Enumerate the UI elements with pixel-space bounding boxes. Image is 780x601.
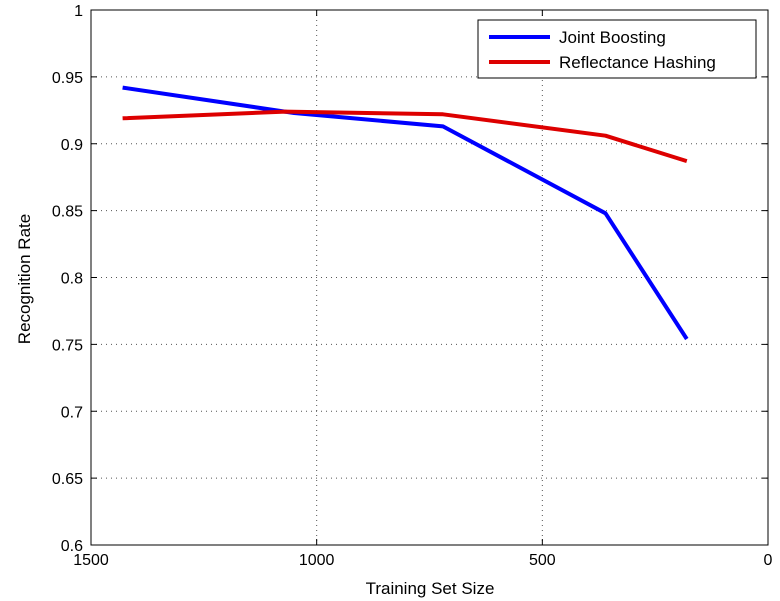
y-tick-labels: 0.6 0.65 0.7 0.75 0.8 0.85 0.9 0.95 1 bbox=[52, 3, 83, 555]
legend: Joint Boosting Reflectance Hashing bbox=[477, 19, 757, 79]
grid-lines bbox=[91, 10, 768, 545]
y-tick-label: 0.9 bbox=[61, 137, 83, 154]
x-tick-label: 1000 bbox=[299, 552, 335, 569]
axis-ticks bbox=[90, 9, 769, 546]
series-line-reflectance-hashing bbox=[122, 109, 688, 164]
series-line-joint-boosting bbox=[122, 85, 689, 341]
x-tick-labels: 1500 1000 500 0 bbox=[73, 552, 772, 569]
x-tick-label: 500 bbox=[529, 552, 556, 569]
y-tick-label: 0.6 bbox=[61, 538, 83, 555]
x-axis-title: Training Set Size bbox=[366, 579, 495, 598]
legend-label-reflectance-hashing: Reflectance Hashing bbox=[559, 53, 716, 72]
y-tick-label: 1 bbox=[74, 3, 83, 20]
x-tick-label: 0 bbox=[764, 552, 773, 569]
y-tick-label: 0.65 bbox=[52, 471, 83, 488]
y-tick-label: 0.8 bbox=[61, 271, 83, 288]
x-tick-label: 1500 bbox=[73, 552, 109, 569]
y-tick-label: 0.7 bbox=[61, 404, 83, 421]
legend-box bbox=[477, 19, 757, 79]
y-tick-label: 0.75 bbox=[52, 337, 83, 354]
y-tick-label: 0.85 bbox=[52, 204, 83, 221]
series-lines bbox=[122, 85, 689, 341]
y-tick-label: 0.95 bbox=[52, 70, 83, 87]
y-axis-title: Recognition Rate bbox=[15, 214, 34, 344]
legend-label-joint-boosting: Joint Boosting bbox=[559, 28, 666, 47]
